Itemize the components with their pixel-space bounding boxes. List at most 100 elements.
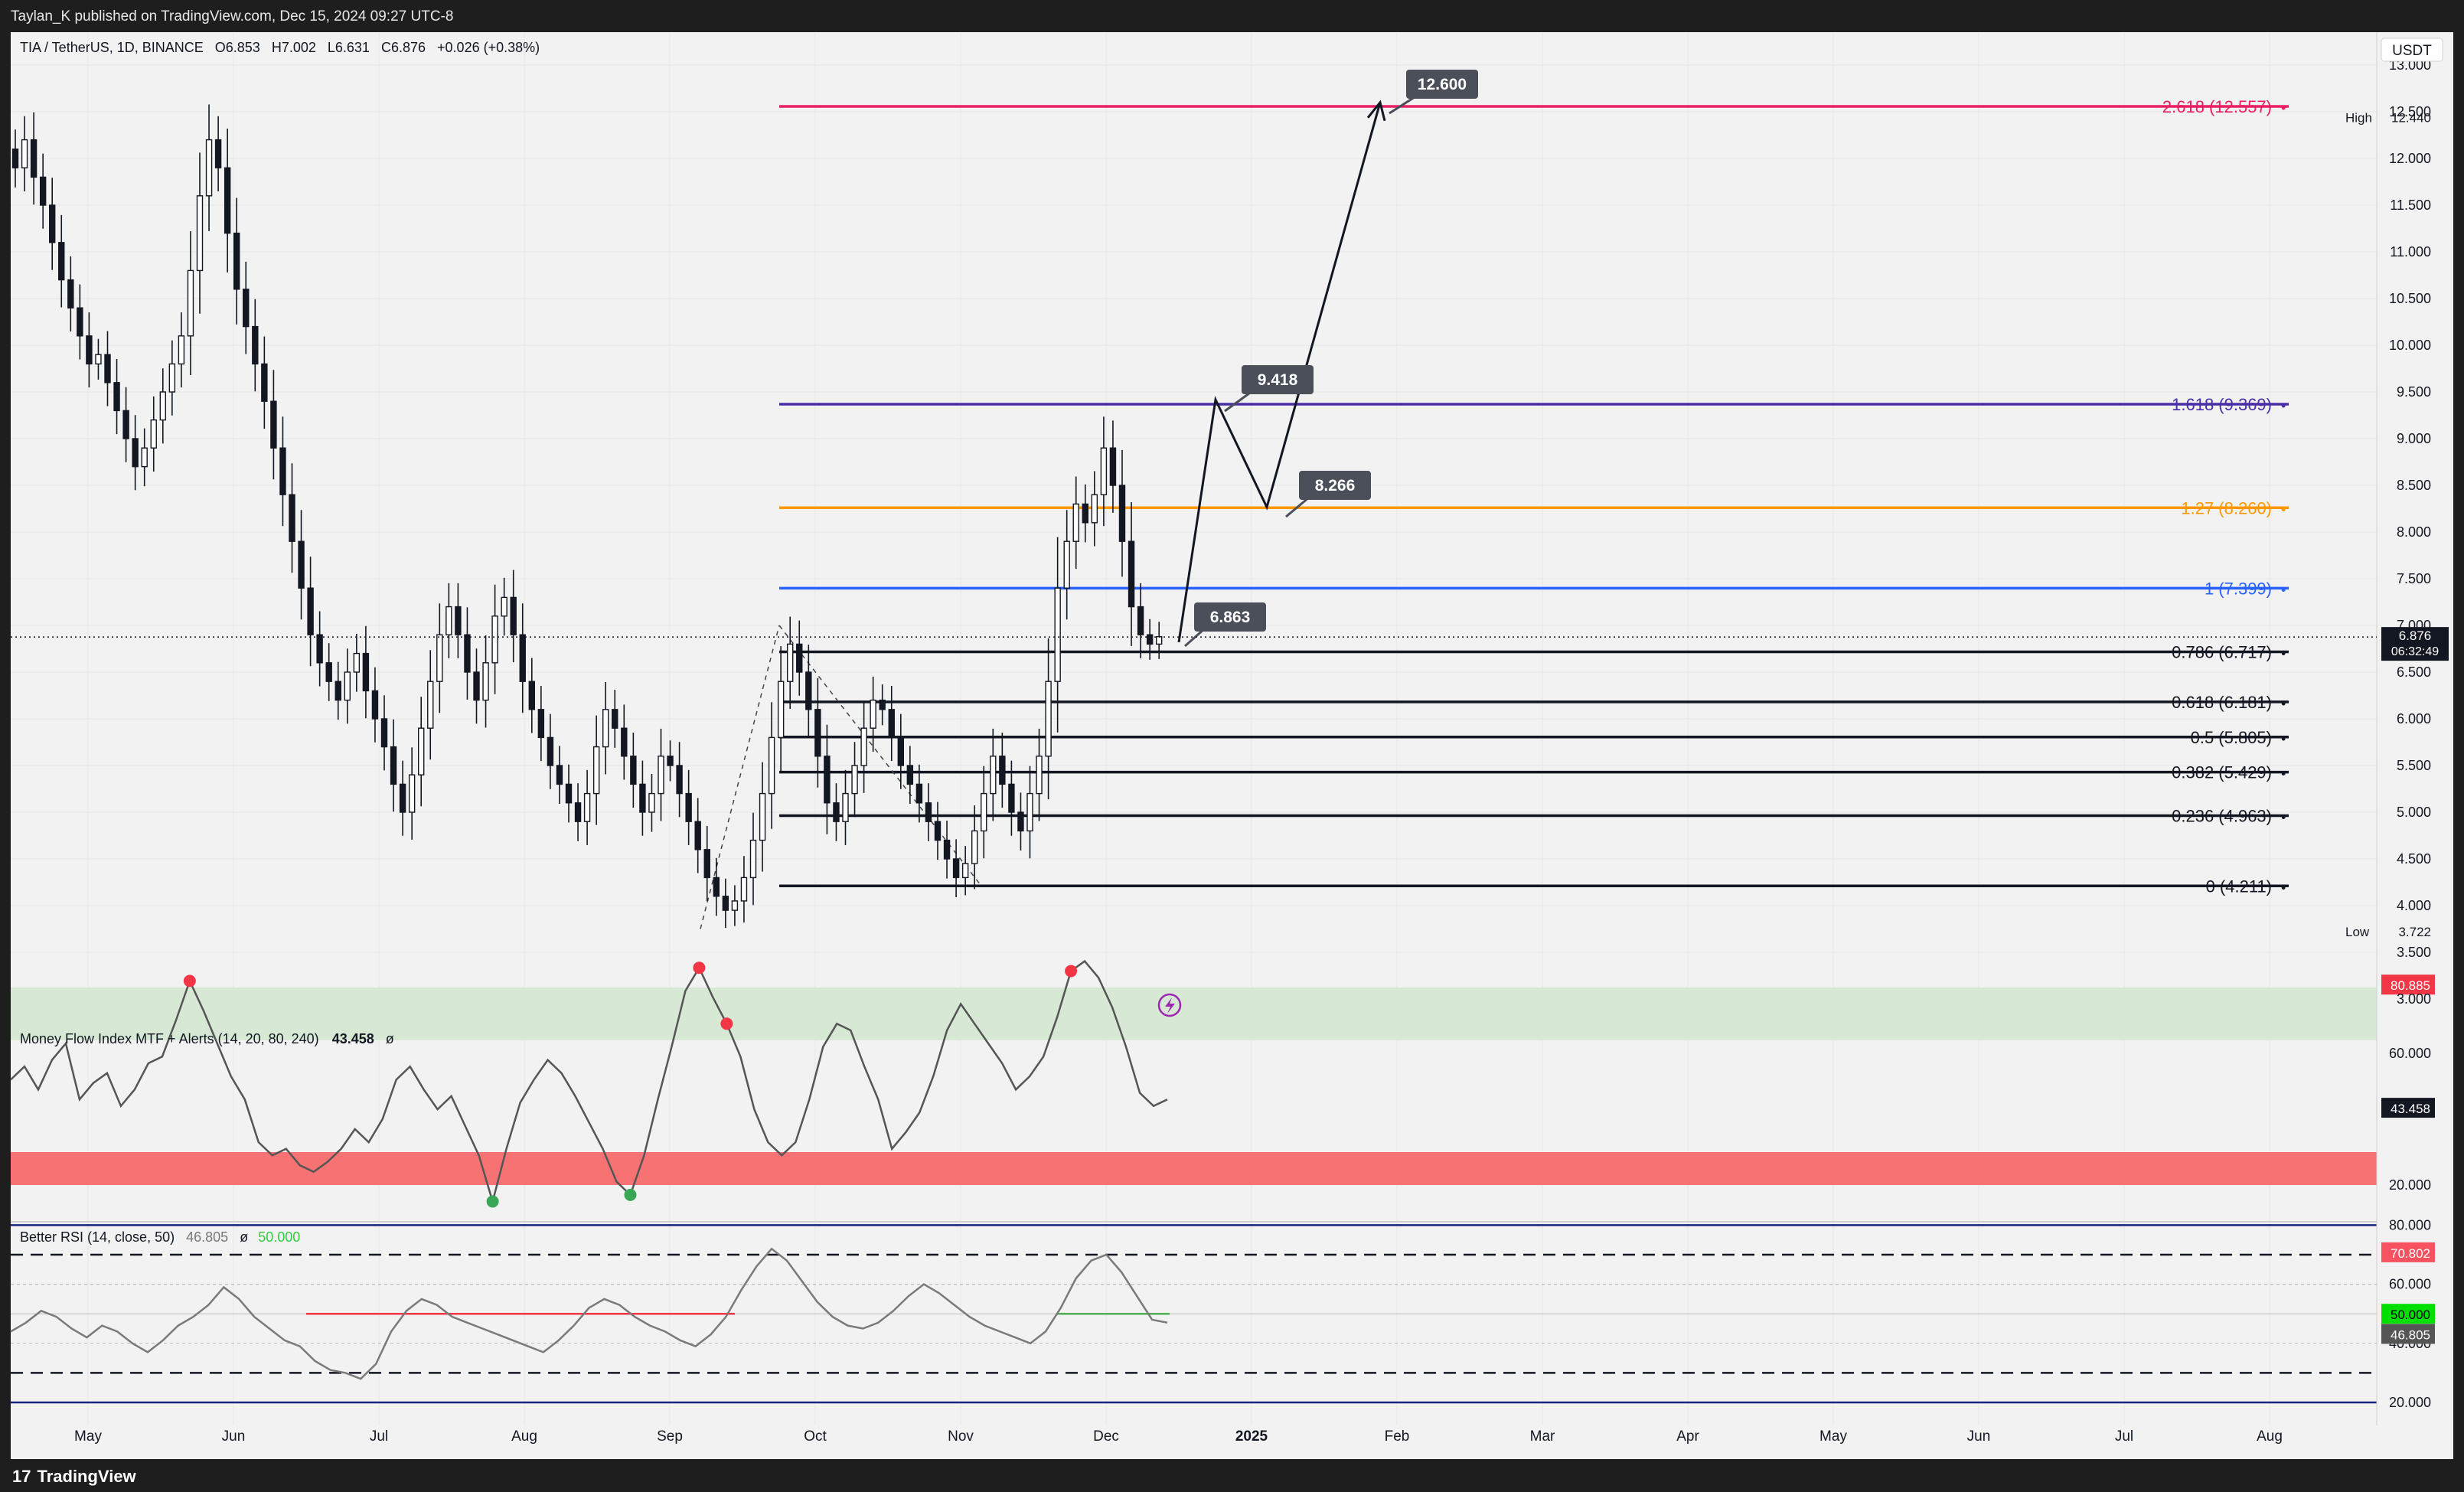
fib-dot: • (2281, 696, 2286, 711)
main-legend: TIA / TetherUS, 1D, BINANCE O6.853 H7.00… (20, 40, 540, 55)
candle-body (934, 821, 942, 841)
candle-body (981, 792, 987, 832)
fib-anchor-dash (700, 625, 780, 929)
candle-body (104, 354, 111, 384)
projection-path (1177, 102, 1382, 643)
mfi-badge (2381, 975, 2435, 995)
candle-body (77, 307, 83, 337)
mfi-alert-marker (486, 1195, 499, 1208)
price-axis: 3.000 3.500 4.000 4.500 5.000 5.500 6.000 6.500… (11, 32, 2449, 1425)
candle-body (879, 699, 886, 710)
callout-box (1299, 471, 1371, 500)
rsi-badge-text: 50.000 (2391, 1308, 2430, 1322)
candle-body (21, 139, 28, 168)
mfi-tick-label: 60.000 (2389, 1046, 2431, 1061)
candle-body (187, 269, 194, 337)
y-tick-label: 12.500 (2389, 104, 2431, 119)
candle-body (1036, 756, 1043, 795)
candle-body (30, 139, 38, 178)
y-tick-label: 6.000 (2397, 711, 2431, 726)
callout-label: 8.266 (1315, 477, 1356, 495)
candle-body (667, 756, 674, 766)
candle-body (824, 756, 831, 804)
high-marker-value: 12.440 (2391, 110, 2431, 125)
candle-body (694, 821, 701, 850)
rsi-badge-text: 70.802 (2391, 1246, 2430, 1261)
fib-label: 0.618 (6.181) (2172, 693, 2272, 712)
candle-body (1054, 587, 1061, 682)
candle-body (113, 382, 120, 412)
currency-label[interactable]: USDT (2381, 38, 2443, 62)
candle-body (501, 596, 507, 617)
candle-body (925, 802, 932, 822)
currency-text: USDT (2392, 43, 2432, 59)
replay-icon[interactable] (1157, 993, 1182, 1017)
y-tick-label: 8.000 (2397, 524, 2431, 540)
callout-label: 6.863 (1210, 609, 1251, 626)
y-tick-label: 9.500 (2397, 384, 2431, 400)
candle-body (445, 606, 452, 635)
mfi-overbought-zone (11, 988, 2377, 1040)
candle-body (399, 783, 406, 813)
mfi-line (10, 959, 1168, 1206)
x-tick-label: Sep (657, 1428, 683, 1445)
candle-body (519, 634, 526, 682)
fib-label: 0.236 (4.963) (2172, 807, 2272, 826)
callout-label: 12.600 (1418, 76, 1467, 93)
last-price-text: 6.876 (2399, 628, 2432, 643)
candle-body (390, 746, 397, 785)
fib-label: 2.618 (12.557) (2162, 97, 2272, 116)
brand-name: TradingView (37, 1467, 136, 1486)
rsi-tick-label: 60.000 (2389, 1277, 2431, 1292)
y-tick-label: 4.500 (2397, 851, 2431, 867)
candle-body (1109, 447, 1117, 486)
candle-body (703, 849, 710, 879)
candle-body (833, 802, 840, 822)
candle-body (583, 792, 591, 822)
candle-body (159, 391, 167, 421)
mfi-tick-label: 20.000 (2389, 1177, 2431, 1193)
callout-pointer (1224, 390, 1253, 413)
candle-body (1026, 792, 1033, 832)
candle-body (344, 671, 351, 701)
candle-body (990, 756, 997, 795)
fib-label: 1.618 (9.369) (2172, 395, 2272, 414)
candle-body (205, 139, 213, 197)
candle-body (759, 792, 766, 841)
candle-body (325, 662, 332, 682)
fib-dot: • (2281, 398, 2286, 413)
candle-body (888, 709, 895, 739)
candle-body (95, 354, 102, 365)
candle-body (565, 783, 573, 804)
candle-body (58, 242, 65, 281)
fib-label: 1 (7.399) (2205, 579, 2272, 598)
candle-body (270, 400, 277, 449)
candle-body (547, 736, 554, 766)
candle-body (971, 830, 978, 864)
candle-body (915, 783, 923, 804)
candle-body (648, 792, 655, 813)
candle-body (786, 643, 794, 682)
candle-body (1072, 503, 1079, 542)
x-tick-label: Jul (2115, 1428, 2133, 1445)
candle-body (316, 634, 323, 664)
tradingview-logo[interactable]: 17 TradingView (12, 1467, 136, 1487)
candle-body (418, 727, 425, 775)
y-tick-label: 3.500 (2397, 945, 2431, 960)
legend-change: +0.026 (+0.38%) (437, 40, 540, 55)
candles-layer (11, 104, 1163, 929)
y-tick-label: 9.000 (2397, 431, 2431, 446)
x-tick-label: Dec (1093, 1428, 1119, 1445)
x-tick-label: Feb (1385, 1428, 1410, 1445)
candle-body (436, 634, 443, 682)
candle-body (639, 783, 646, 813)
publish-bar: Taylan_K published on TradingView.com, D… (0, 0, 2464, 32)
candle-body (537, 709, 545, 739)
candle-body (1128, 540, 1135, 608)
rsi-line (10, 1247, 1168, 1380)
fib-dot: • (2281, 501, 2286, 517)
candle-body (464, 634, 471, 673)
x-tick-label: 2025 (1235, 1428, 1268, 1445)
candle-body (473, 671, 480, 701)
